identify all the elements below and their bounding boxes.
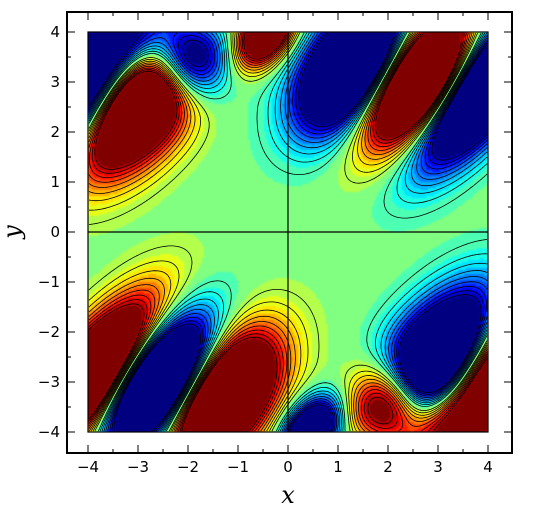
x-tick-label-2: −2 (177, 458, 199, 476)
plot-frame (87, 31, 489, 433)
contour-line-17 (88, 32, 488, 432)
contour-line-4 (88, 32, 488, 432)
x-tick-label-6: 2 (383, 458, 393, 476)
contour-line-9 (88, 32, 488, 432)
contour-line-2 (88, 32, 488, 432)
y-tick-label-2: −2 (38, 323, 60, 341)
contour-line-1 (88, 32, 488, 432)
x-tick-label-7: 3 (433, 458, 443, 476)
contour-lines (88, 32, 488, 432)
x-tick-label-1: −3 (127, 458, 149, 476)
contour-line-12 (88, 32, 488, 432)
y-tick-label-1: −3 (38, 373, 60, 391)
contour-line-11 (88, 32, 488, 432)
y-tick-label-5: 1 (50, 173, 60, 191)
x-tick-label-0: −4 (77, 458, 99, 476)
y-tick-label-6: 2 (50, 123, 60, 141)
contour-line-5 (88, 32, 488, 432)
y-tick-label-3: −1 (38, 273, 60, 291)
contour-line-6 (88, 32, 488, 432)
contour-line-15 (88, 32, 488, 432)
x-axis-title: x (281, 481, 295, 509)
x-tick-label-4: 0 (283, 458, 293, 476)
x-tick-label-3: −1 (227, 458, 249, 476)
contour-line-0 (88, 32, 488, 432)
contour-line-7 (88, 32, 488, 432)
y-tick-label-4: 0 (50, 223, 60, 241)
contour-line-14 (88, 32, 488, 432)
x-tick-label-5: 1 (333, 458, 343, 476)
axis-ticks: −4 −3 −2 −1 0 1 2 3 4 −4 −3 −2 −1 0 1 2 3 4 (38, 12, 512, 476)
contour-line-10 (88, 32, 488, 432)
contour-line-8 (88, 32, 488, 432)
y-axis-title: y (0, 225, 26, 240)
y-tick-label-0: −4 (38, 423, 60, 441)
plot-area (88, 32, 488, 432)
y-tick-label-7: 3 (50, 73, 60, 91)
x-tick-label-8: 4 (483, 458, 493, 476)
contour-line-3 (88, 32, 488, 432)
contour-line-13 (88, 32, 488, 432)
contour-line-16 (88, 32, 488, 432)
y-tick-label-8: 4 (50, 23, 60, 41)
